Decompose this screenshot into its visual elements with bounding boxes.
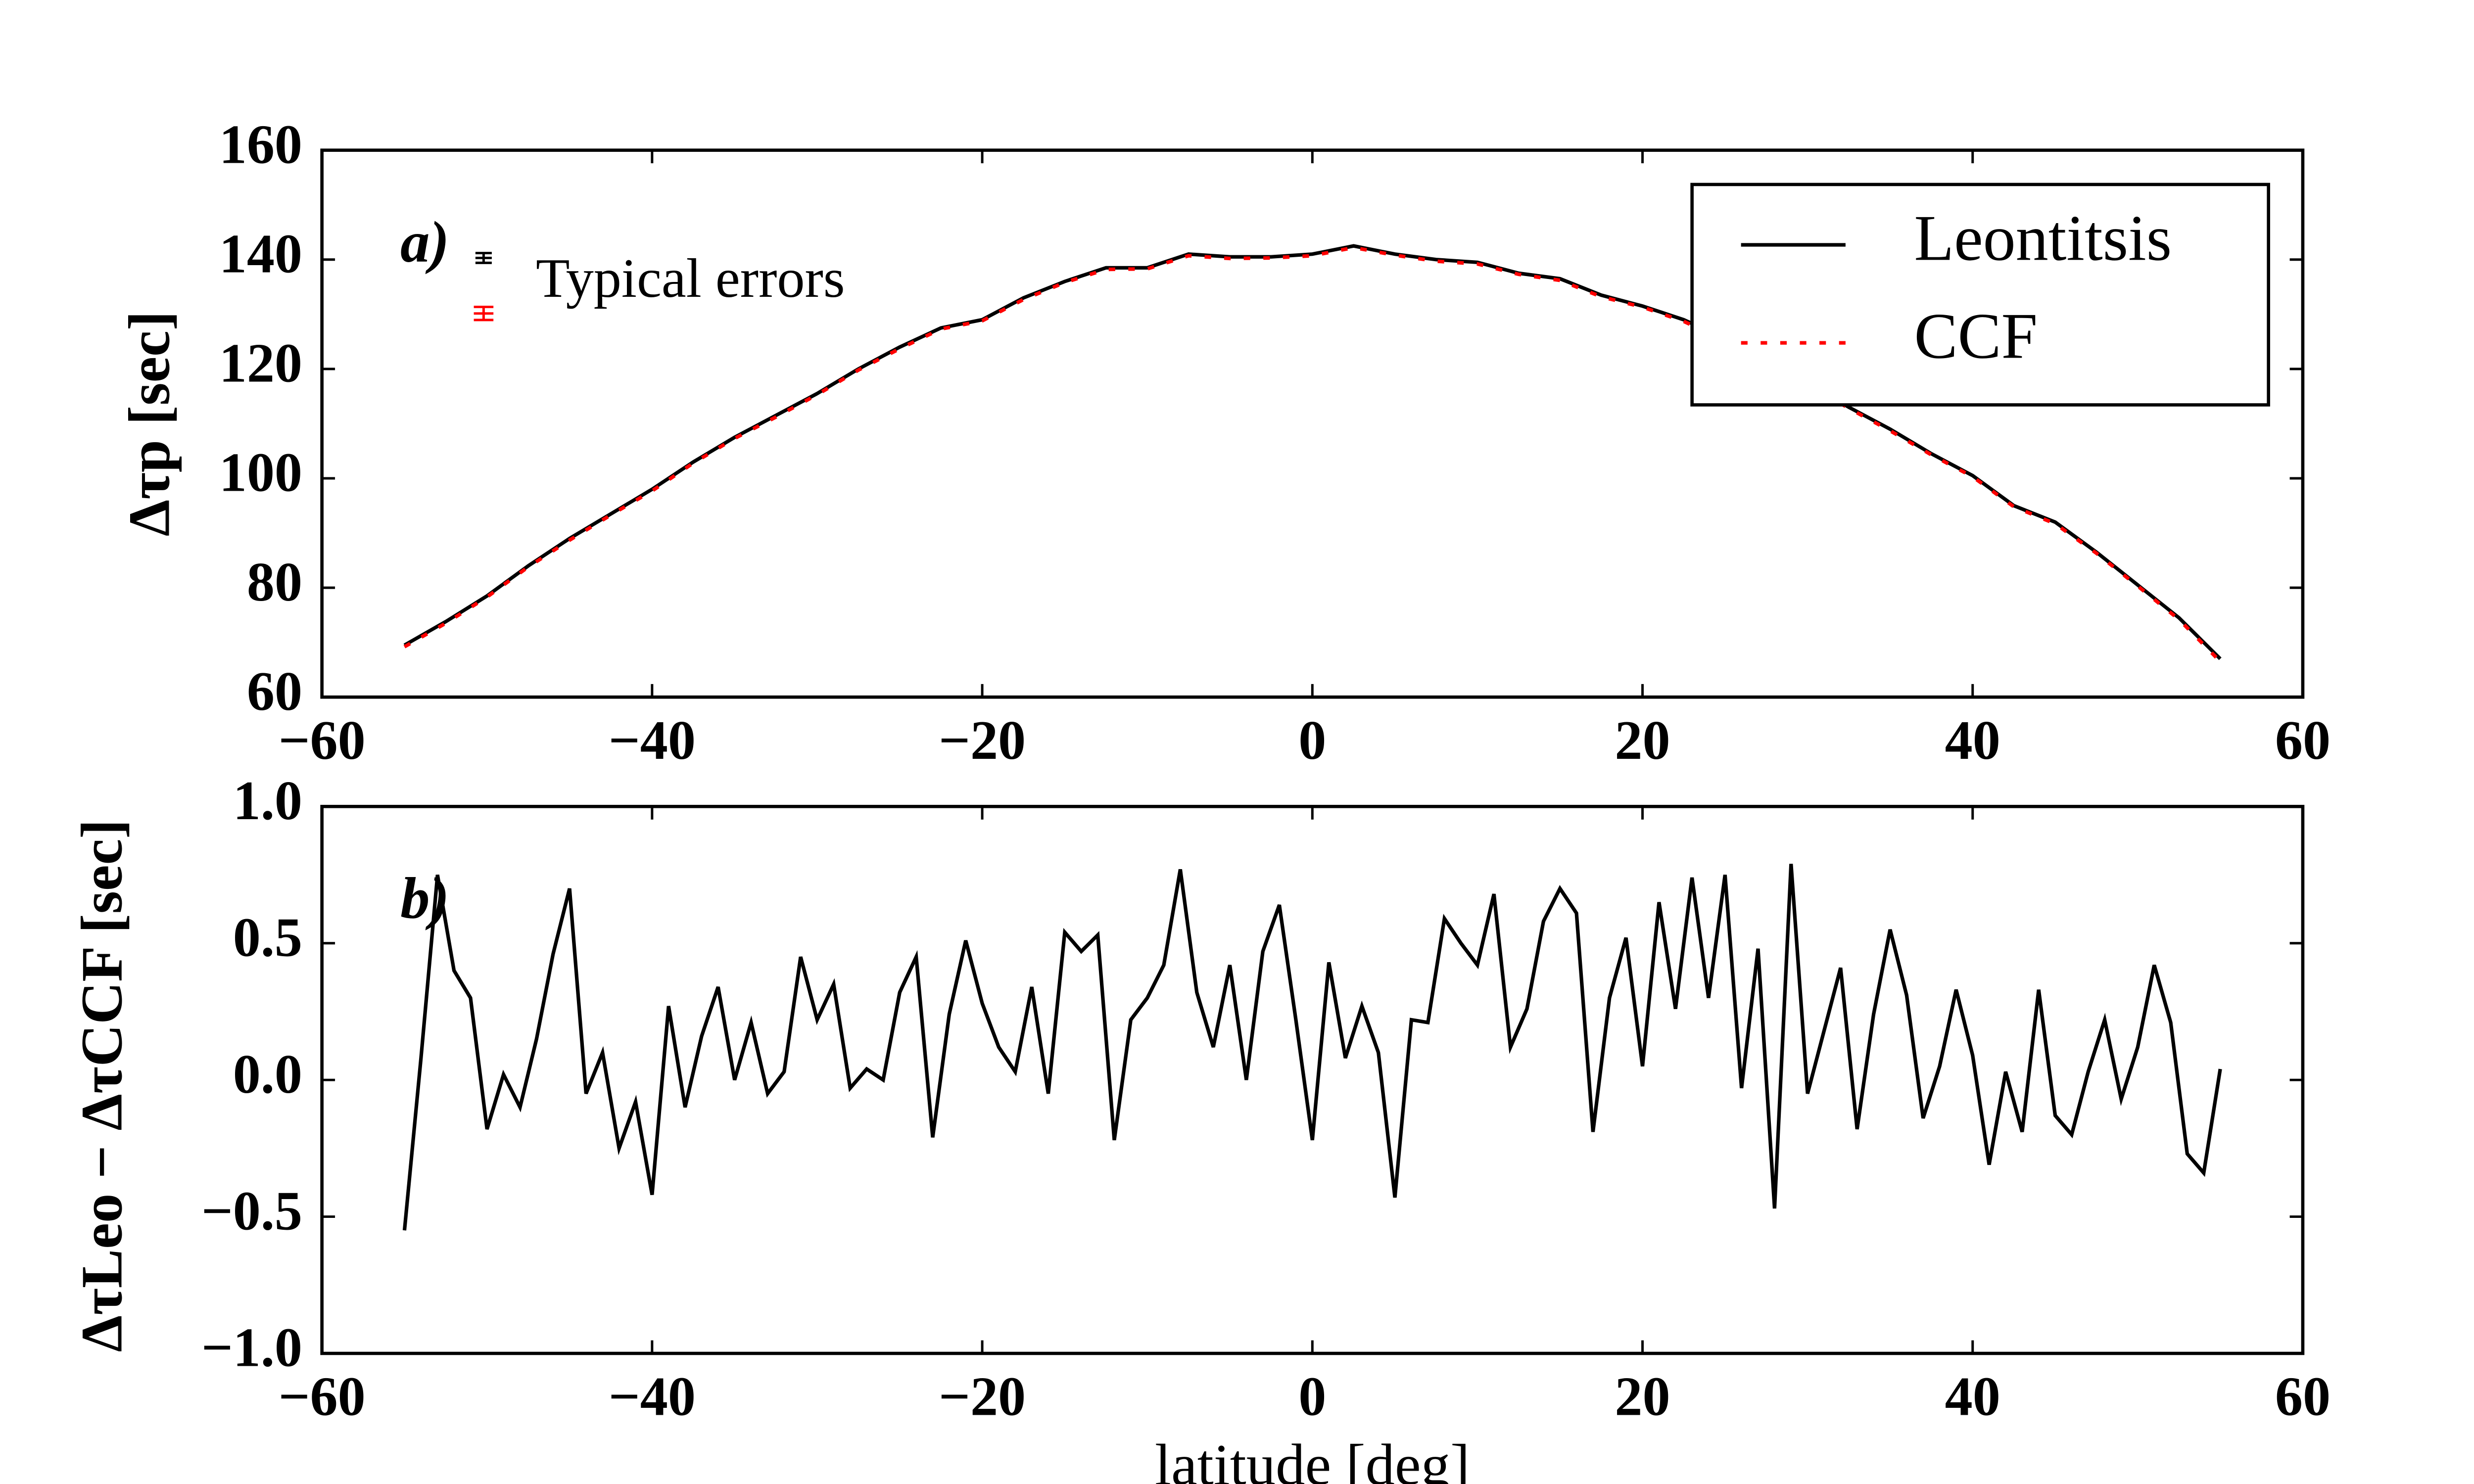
axes-frame — [320, 805, 2305, 1355]
y-tick-label: 160 — [219, 114, 302, 175]
y-tick-label: 100 — [219, 442, 302, 504]
x-tick-label: 0 — [1298, 1366, 1326, 1428]
y-tick-label: 140 — [219, 224, 302, 285]
legend-label: Leontitsis — [1914, 201, 2172, 274]
y-axis-label: Δτp [sec] — [116, 311, 182, 537]
x-tick-label: −40 — [609, 1366, 696, 1428]
x-tick-label: −40 — [609, 710, 696, 771]
x-tick-label: 20 — [1615, 710, 1670, 771]
y-tick-label: 80 — [247, 552, 302, 613]
y-tick-label: 60 — [247, 661, 302, 722]
panel-label: a) — [400, 209, 449, 275]
x-tick-label: 40 — [1945, 1366, 2000, 1428]
y-tick-label: 1.0 — [233, 770, 302, 832]
x-tick-label: −60 — [279, 1366, 366, 1428]
y-tick-label: −0.5 — [201, 1180, 302, 1242]
x-axis-label: latitude [deg] — [1155, 1432, 1470, 1484]
legend-frame — [1690, 183, 2270, 407]
x-tick-label: 60 — [2275, 1366, 2331, 1428]
y-axis-label: ΔτLeo − ΔτCCF [sec] — [69, 819, 135, 1352]
x-tick-label: −20 — [939, 1366, 1026, 1428]
y-tick-label: −1.0 — [201, 1317, 302, 1379]
data-line — [402, 864, 2222, 1231]
x-tick-label: −20 — [939, 710, 1026, 771]
legend: Leontitsis CCF — [1690, 183, 2270, 407]
annotation: Typical errors — [536, 248, 845, 309]
y-tick-label: 120 — [219, 333, 302, 394]
data-line — [403, 245, 2222, 663]
x-tick-label: 40 — [1945, 710, 2000, 771]
x-tick-label: 0 — [1298, 710, 1326, 771]
axes-frame — [320, 148, 2305, 699]
panel-label: b) — [400, 866, 449, 931]
x-tick-label: 20 — [1615, 1366, 1670, 1428]
x-tick-label: 60 — [2275, 710, 2331, 771]
typical-error-bars — [474, 252, 494, 322]
y-tick-label: 0.5 — [233, 907, 302, 969]
y-tick-label: 0.0 — [233, 1044, 302, 1105]
legend-label: CCF — [1914, 299, 2037, 372]
x-tick-label: −60 — [279, 710, 366, 771]
